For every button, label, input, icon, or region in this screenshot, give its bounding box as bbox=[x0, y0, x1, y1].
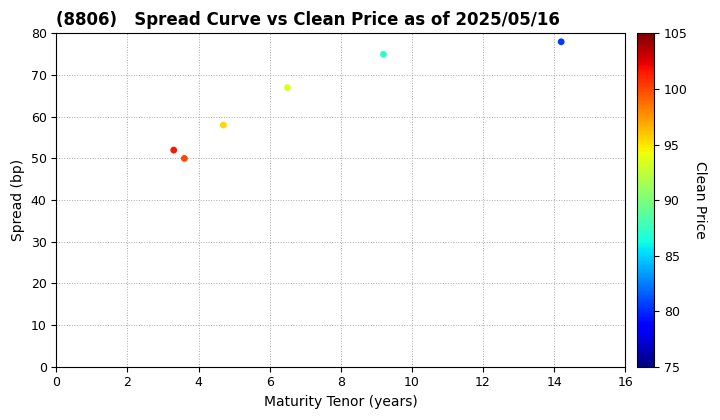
Point bbox=[282, 84, 293, 91]
Y-axis label: Clean Price: Clean Price bbox=[693, 161, 707, 239]
Point bbox=[378, 51, 390, 58]
X-axis label: Maturity Tenor (years): Maturity Tenor (years) bbox=[264, 395, 418, 409]
Point bbox=[217, 122, 229, 129]
Point bbox=[168, 147, 179, 153]
Text: (8806)   Spread Curve vs Clean Price as of 2025/05/16: (8806) Spread Curve vs Clean Price as of… bbox=[56, 11, 560, 29]
Point bbox=[555, 38, 567, 45]
Point bbox=[179, 155, 190, 162]
Y-axis label: Spread (bp): Spread (bp) bbox=[11, 159, 25, 241]
